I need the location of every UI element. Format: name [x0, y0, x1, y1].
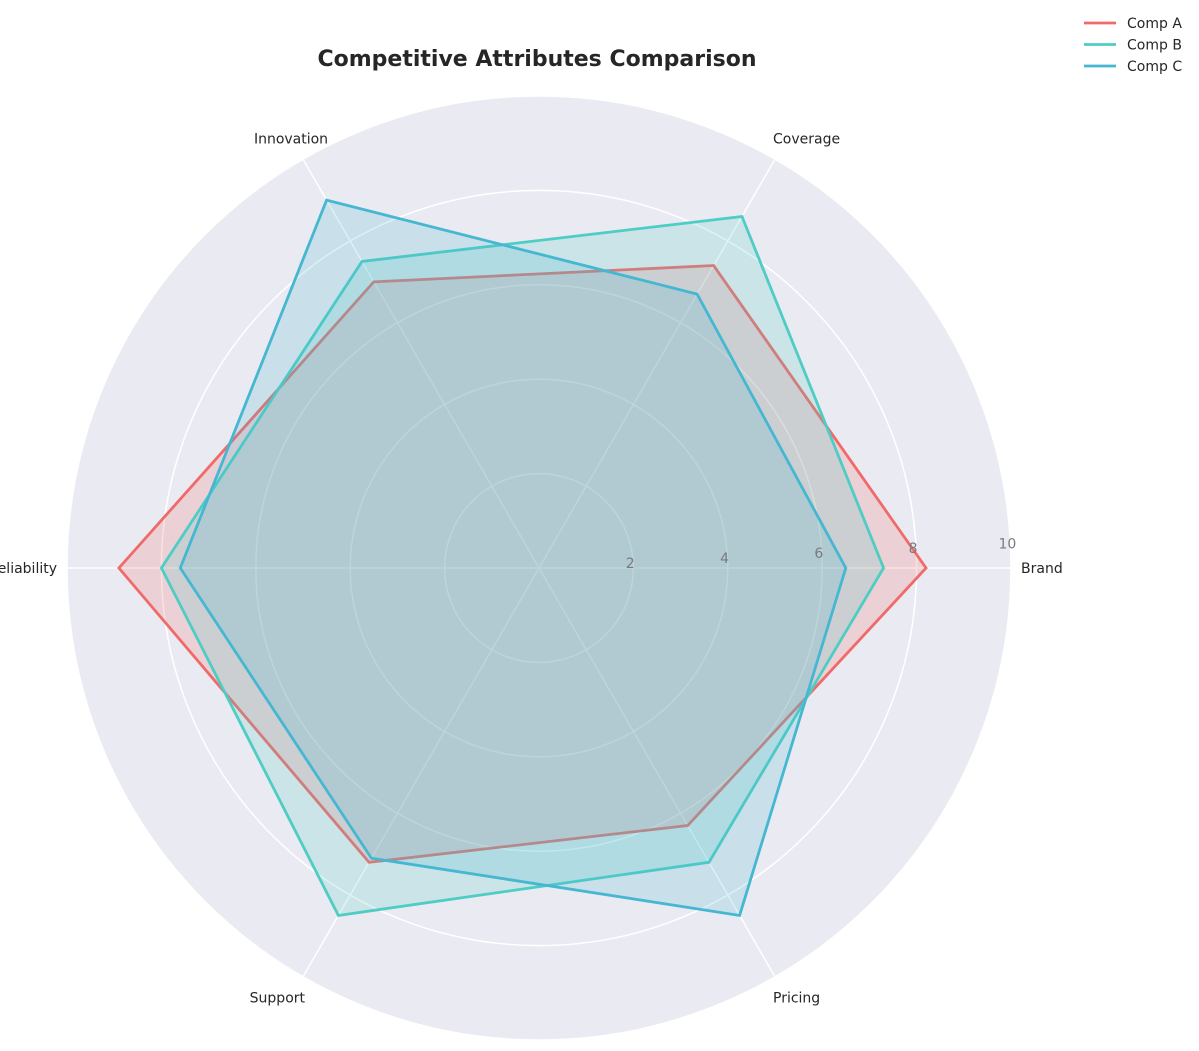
series-area: [118, 265, 927, 863]
series-comp-a: [117, 264, 928, 864]
series-area: [180, 200, 846, 916]
legend: Comp A Comp B Comp C: [1084, 16, 1182, 75]
legend-label: Comp A: [1127, 16, 1182, 32]
series-comp-b: [159, 214, 886, 917]
chart-title: Competitive Attributes Comparison: [318, 47, 757, 72]
series-area: [161, 216, 884, 916]
r-tick-label: 10: [998, 536, 1016, 552]
category-label-pricing: Pricing: [773, 991, 820, 1007]
legend-label: Comp C: [1127, 59, 1182, 75]
r-tick-label: 4: [720, 551, 729, 567]
category-label-coverage: Coverage: [773, 131, 840, 147]
series-layer: [117, 198, 928, 918]
radial-tick-labels: 2 4 6 8 10: [626, 536, 1016, 572]
category-labels: Brand Coverage Innovation Reliability Suppor…: [0, 131, 1063, 1006]
legend-label: Comp B: [1127, 38, 1182, 54]
series-comp-c: [178, 198, 848, 918]
spoke-coverage: [538, 158, 776, 569]
category-label-brand: Brand: [1021, 561, 1063, 577]
r-tick-label: 2: [626, 556, 635, 572]
r-tick-label: 6: [814, 546, 823, 562]
r-tick-label: 8: [909, 541, 918, 557]
category-label-innovation: Innovation: [254, 131, 328, 147]
category-label-support: Support: [250, 991, 306, 1007]
spoke-innovation: [302, 158, 540, 569]
spoke-pricing: [538, 567, 776, 978]
angular-grid: [67, 158, 1011, 978]
category-label-reliability: Reliability: [0, 561, 57, 577]
spoke-support: [302, 567, 540, 978]
